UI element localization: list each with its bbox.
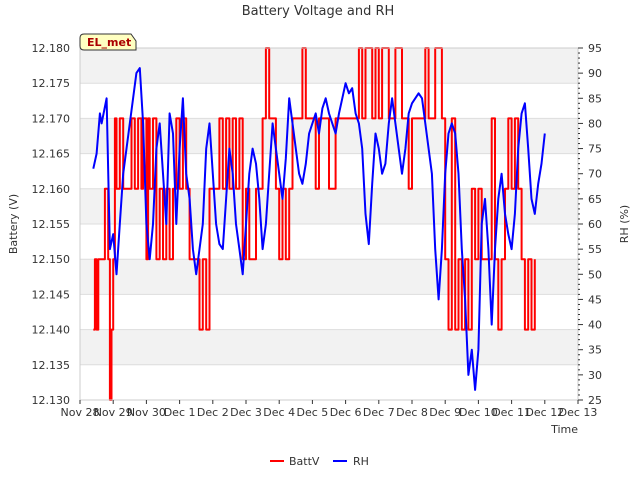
y-right-tick-label: 60 <box>588 218 602 231</box>
plot-band <box>80 48 578 84</box>
legend-rh-label: RH <box>353 455 369 468</box>
y-right-tick-label: 80 <box>588 117 602 130</box>
y-right-tick-label: 85 <box>588 92 602 105</box>
y-axis-left-ticks: 12.130 12.135 12.140 12.145 12.150 12.155 12.1… <box>32 42 71 407</box>
x-tick-label: Nov 28 <box>61 406 100 419</box>
y-right-tick-label: 40 <box>588 319 602 332</box>
station-badge: EL_met <box>79 33 137 51</box>
x-tick-label: Dec 10 <box>459 406 498 419</box>
y-right-tick-label: 75 <box>588 143 602 156</box>
y-right-tick-label: 70 <box>588 168 602 181</box>
y-right-tick-label: 90 <box>588 67 602 80</box>
x-tick-label: Dec 7 <box>363 406 395 419</box>
y-right-tick-label: 35 <box>588 344 602 357</box>
y-left-tick-label: 12.160 <box>32 183 71 196</box>
x-tick-label: Dec 6 <box>330 406 362 419</box>
y-left-tick-label: 12.130 <box>32 394 71 407</box>
y-left-tick-label: 12.165 <box>32 148 71 161</box>
plot-band <box>80 259 578 295</box>
y-axis-right-ticks: 25 30 35 40 45 50 55 60 65 70 75 80 85 90 95 <box>578 42 602 407</box>
y-right-tick-label: 95 <box>588 42 602 55</box>
y-left-tick-label: 12.140 <box>32 324 71 337</box>
y-right-tick-label: 65 <box>588 193 602 206</box>
y-right-tick-label: 30 <box>588 369 602 382</box>
station-label: EL_met <box>87 36 131 49</box>
y-axis-left-label: Battery (V) <box>7 194 20 254</box>
x-tick-label: Dec 11 <box>492 406 531 419</box>
y-right-tick-label: 25 <box>588 394 602 407</box>
x-tick-label: Dec 13 <box>559 406 598 419</box>
y-right-tick-label: 50 <box>588 268 602 281</box>
plot-band <box>80 364 578 400</box>
series-line-rh <box>92 67 546 391</box>
y-left-tick-label: 12.170 <box>32 112 71 125</box>
x-tick-label: Nov 29 <box>94 406 133 419</box>
legend: BattV RH <box>270 455 369 468</box>
x-tick-label: Dec 3 <box>230 406 262 419</box>
y-left-tick-label: 12.155 <box>32 218 71 231</box>
plot-band <box>80 329 578 365</box>
x-tick-label: Dec 2 <box>197 406 229 419</box>
y-left-tick-label: 12.145 <box>32 288 71 301</box>
x-tick-label: Dec 1 <box>164 406 196 419</box>
y-left-tick-label: 12.180 <box>32 42 71 55</box>
series-layer <box>92 47 546 401</box>
y-axis-right-label: RH (%) <box>618 205 631 243</box>
station-badge-shape <box>79 33 137 51</box>
plot-band <box>80 294 578 330</box>
x-tick-label: Dec 9 <box>429 406 461 419</box>
legend-battv-label: BattV <box>289 455 320 468</box>
plot-band <box>80 224 578 260</box>
x-tick-label: Dec 5 <box>297 406 329 419</box>
y-left-tick-label: 12.150 <box>32 253 71 266</box>
y-right-tick-label: 55 <box>588 243 602 256</box>
x-tick-label: Dec 8 <box>396 406 428 419</box>
x-tick-label: Nov 30 <box>127 406 166 419</box>
x-axis-label: Time <box>550 423 578 436</box>
x-tick-label: Dec 12 <box>525 406 564 419</box>
series-line-battv <box>93 47 536 401</box>
y-right-tick-label: 45 <box>588 293 602 306</box>
chart-title: Battery Voltage and RH <box>242 4 395 19</box>
x-tick-label: Dec 4 <box>263 406 295 419</box>
y-left-tick-label: 12.175 <box>32 77 71 90</box>
y-left-tick-label: 12.135 <box>32 359 71 372</box>
